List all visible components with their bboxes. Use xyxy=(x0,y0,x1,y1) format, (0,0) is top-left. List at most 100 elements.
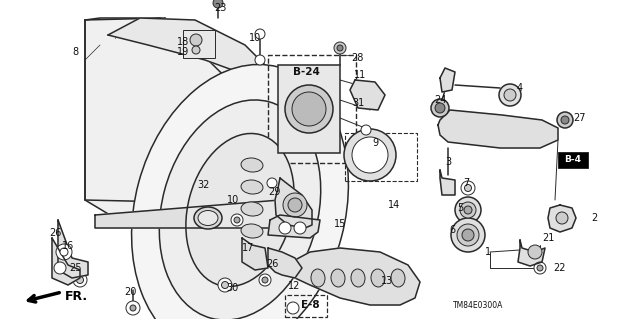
Circle shape xyxy=(435,103,445,113)
Text: 25: 25 xyxy=(68,263,81,273)
Ellipse shape xyxy=(186,133,294,286)
Circle shape xyxy=(77,277,83,284)
Circle shape xyxy=(334,42,346,54)
Circle shape xyxy=(60,248,68,256)
Polygon shape xyxy=(350,80,385,110)
Ellipse shape xyxy=(159,100,321,319)
Circle shape xyxy=(218,278,232,292)
Text: TM84E0300A: TM84E0300A xyxy=(453,300,503,309)
Circle shape xyxy=(461,181,475,195)
Polygon shape xyxy=(440,170,455,195)
Polygon shape xyxy=(108,18,265,80)
Circle shape xyxy=(213,0,223,8)
Ellipse shape xyxy=(241,158,263,172)
Circle shape xyxy=(259,274,271,286)
Text: B-24: B-24 xyxy=(292,67,319,77)
Text: 28: 28 xyxy=(351,53,363,63)
Circle shape xyxy=(56,244,72,260)
Text: 5: 5 xyxy=(457,203,463,213)
Circle shape xyxy=(255,55,265,65)
Circle shape xyxy=(457,224,479,246)
Circle shape xyxy=(455,197,481,223)
Text: 16: 16 xyxy=(62,241,74,251)
Text: E-8: E-8 xyxy=(301,300,319,310)
Text: 18: 18 xyxy=(177,37,189,47)
Polygon shape xyxy=(518,240,545,266)
Bar xyxy=(285,295,327,317)
Circle shape xyxy=(288,198,302,212)
Circle shape xyxy=(556,212,568,224)
Ellipse shape xyxy=(241,224,263,238)
Circle shape xyxy=(126,301,140,315)
Ellipse shape xyxy=(391,269,405,287)
Circle shape xyxy=(190,34,202,46)
Text: 13: 13 xyxy=(381,276,393,286)
Circle shape xyxy=(279,222,291,234)
Ellipse shape xyxy=(194,207,222,229)
Polygon shape xyxy=(95,200,295,228)
Circle shape xyxy=(262,277,268,283)
Circle shape xyxy=(465,184,472,191)
Polygon shape xyxy=(268,248,302,278)
Bar xyxy=(183,30,215,58)
Text: 30: 30 xyxy=(226,283,238,293)
Text: 8: 8 xyxy=(72,47,78,57)
Circle shape xyxy=(285,85,333,133)
Circle shape xyxy=(557,112,573,128)
Bar xyxy=(278,65,340,153)
Text: FR.: FR. xyxy=(65,290,88,302)
Text: 24: 24 xyxy=(434,95,446,105)
Circle shape xyxy=(462,229,474,241)
Polygon shape xyxy=(58,220,88,278)
Text: 31: 31 xyxy=(352,98,364,108)
Circle shape xyxy=(287,302,299,314)
Ellipse shape xyxy=(351,269,365,287)
Circle shape xyxy=(221,281,228,288)
Ellipse shape xyxy=(311,269,325,287)
Polygon shape xyxy=(440,68,455,92)
Circle shape xyxy=(451,218,485,252)
Circle shape xyxy=(431,99,449,117)
Text: 14: 14 xyxy=(388,200,400,210)
Text: 11: 11 xyxy=(354,70,366,80)
Circle shape xyxy=(73,273,87,287)
Circle shape xyxy=(255,29,265,39)
Text: 29: 29 xyxy=(268,187,280,197)
Text: 27: 27 xyxy=(573,113,586,123)
Text: 19: 19 xyxy=(177,47,189,57)
Circle shape xyxy=(352,137,388,173)
Text: 3: 3 xyxy=(445,157,451,167)
Text: 32: 32 xyxy=(198,180,210,190)
Circle shape xyxy=(192,46,200,54)
Bar xyxy=(268,55,356,163)
Circle shape xyxy=(337,45,343,51)
Circle shape xyxy=(370,87,380,97)
Circle shape xyxy=(534,262,546,274)
Circle shape xyxy=(54,262,66,274)
Circle shape xyxy=(561,116,569,124)
Ellipse shape xyxy=(241,180,263,194)
Polygon shape xyxy=(85,18,300,225)
Text: 22: 22 xyxy=(554,263,566,273)
Text: 1: 1 xyxy=(485,247,491,257)
Circle shape xyxy=(499,84,521,106)
Circle shape xyxy=(231,214,243,226)
Ellipse shape xyxy=(132,64,348,319)
Bar xyxy=(558,152,588,168)
Polygon shape xyxy=(52,238,80,285)
Text: 23: 23 xyxy=(214,3,226,13)
Ellipse shape xyxy=(371,269,385,287)
Text: 4: 4 xyxy=(517,83,523,93)
Circle shape xyxy=(537,265,543,271)
Text: 10: 10 xyxy=(227,195,239,205)
Polygon shape xyxy=(268,215,320,238)
Text: 9: 9 xyxy=(372,138,378,148)
Circle shape xyxy=(283,193,307,217)
Text: 6: 6 xyxy=(449,225,455,235)
Text: 2: 2 xyxy=(591,213,597,223)
Polygon shape xyxy=(548,205,576,232)
Text: 10: 10 xyxy=(249,33,261,43)
Circle shape xyxy=(234,217,240,223)
Circle shape xyxy=(267,178,277,188)
Text: B-4: B-4 xyxy=(564,155,582,165)
